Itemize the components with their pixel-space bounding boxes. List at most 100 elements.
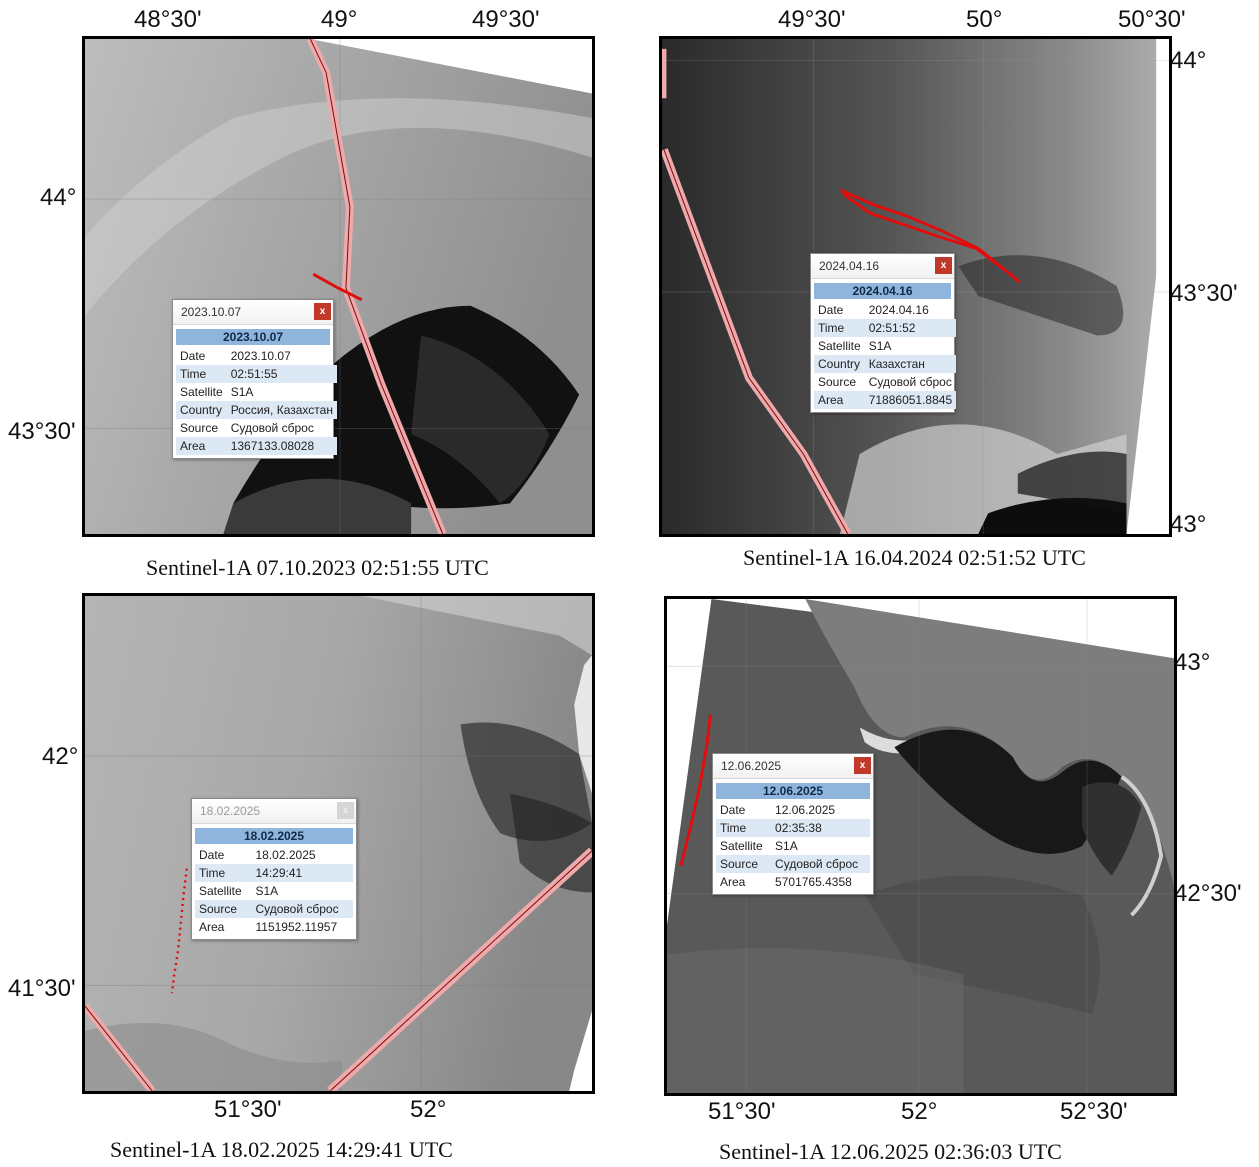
lon-label: 52°: [410, 1098, 446, 1122]
field-value: 02:51:52: [865, 319, 956, 337]
table-row: Area 1367133.08028: [176, 437, 337, 455]
table-row: Time 02:51:52: [814, 319, 956, 337]
table-row: Country Россия, Казахстан: [176, 401, 337, 419]
popup-title: 2024.04.16: [819, 259, 879, 273]
info-popup[interactable]: 18.02.2025 x 18.02.2025 Date 18.02.2025 T…: [191, 798, 357, 940]
field-value: 02:35:38: [771, 819, 870, 837]
popup-header: 12.06.2025: [716, 783, 870, 799]
attribute-table: Date 2023.10.07 Time 02:51:55 Satellite S1A…: [176, 347, 337, 455]
close-button[interactable]: x: [337, 802, 354, 819]
field-key: Area: [176, 437, 227, 455]
table-row: Source Судовой сброс: [716, 855, 870, 873]
table-row: Date 2024.04.16: [814, 301, 956, 319]
info-popup[interactable]: 12.06.2025 x 12.06.2025 Date 12.06.2025 T…: [712, 753, 874, 895]
field-value: 14:29:41: [251, 864, 353, 882]
table-row: Satellite S1A: [814, 337, 956, 355]
popup-title: 12.06.2025: [721, 759, 781, 773]
field-value: 71886051.8845: [865, 391, 956, 409]
image-caption: Sentinel-1A 07.10.2023 02:51:55 UTC: [146, 555, 489, 581]
field-key: Satellite: [176, 383, 227, 401]
sar-image[interactable]: 12.06.2025 x 12.06.2025 Date 12.06.2025 T…: [664, 596, 1177, 1096]
lat-label: 43°30': [1170, 282, 1238, 306]
field-key: Source: [195, 900, 251, 918]
table-row: Country Казахстан: [814, 355, 956, 373]
attribute-table: Date 2024.04.16 Time 02:51:52 Satellite S1A…: [814, 301, 956, 409]
lon-label: 51°30': [214, 1098, 282, 1122]
lat-label: 44°: [40, 186, 76, 210]
lat-label: 42°30': [1174, 882, 1242, 906]
lat-label: 43°30': [8, 420, 76, 444]
field-value: Судовой сброс: [865, 373, 956, 391]
image-caption: Sentinel-1A 16.04.2024 02:51:52 UTC: [743, 545, 1086, 571]
sar-image[interactable]: 2023.10.07 x 2023.10.07 Date 2023.10.07 T…: [82, 36, 595, 537]
table-row: Source Судовой сброс: [195, 900, 353, 918]
field-value: 18.02.2025: [251, 846, 353, 864]
popup-header: 2023.10.07: [176, 329, 330, 345]
popup-header: 2024.04.16: [814, 283, 951, 299]
popup-title: 18.02.2025: [200, 804, 260, 818]
table-row: Satellite S1A: [176, 383, 337, 401]
field-value: Судовой сброс: [251, 900, 353, 918]
sar-image[interactable]: 2024.04.16 x 2024.04.16 Date 2024.04.16 T…: [659, 36, 1172, 537]
field-value: 12.06.2025: [771, 801, 870, 819]
close-button[interactable]: x: [854, 757, 871, 774]
field-value: Россия, Казахстан: [227, 401, 337, 419]
field-value: S1A: [251, 882, 353, 900]
info-popup[interactable]: 2024.04.16 x 2024.04.16 Date 2024.04.16 T…: [810, 253, 955, 413]
field-key: Time: [814, 319, 865, 337]
field-value: 5701765.4358: [771, 873, 870, 891]
field-key: Source: [716, 855, 771, 873]
lat-label: 43°: [1170, 513, 1206, 537]
field-key: Time: [195, 864, 251, 882]
sar-image[interactable]: 18.02.2025 x 18.02.2025 Date 18.02.2025 T…: [82, 593, 595, 1094]
table-row: Satellite S1A: [195, 882, 353, 900]
close-button[interactable]: x: [314, 303, 331, 320]
table-row: Time 14:29:41: [195, 864, 353, 882]
lon-label: 49°30': [472, 8, 540, 32]
field-key: Source: [814, 373, 865, 391]
field-value: 2023.10.07: [227, 347, 337, 365]
close-button[interactable]: x: [935, 257, 952, 274]
field-key: Time: [716, 819, 771, 837]
field-key: Country: [176, 401, 227, 419]
lat-label: 41°30': [8, 977, 76, 1001]
table-row: Date 12.06.2025: [716, 801, 870, 819]
field-value: S1A: [865, 337, 956, 355]
image-caption: Sentinel-1A 18.02.2025 14:29:41 UTC: [110, 1137, 453, 1163]
lon-label: 49°30': [778, 8, 846, 32]
field-key: Satellite: [716, 837, 771, 855]
lon-label: 50°30': [1118, 8, 1186, 32]
lon-label: 52°30': [1060, 1100, 1128, 1124]
lon-label: 51°30': [708, 1100, 776, 1124]
field-value: S1A: [227, 383, 337, 401]
popup-titlebar: 2023.10.07 x: [173, 300, 333, 325]
attribute-table: Date 18.02.2025 Time 14:29:41 Satellite S1A…: [195, 846, 353, 936]
field-key: Country: [814, 355, 865, 373]
field-value: Судовой сброс: [771, 855, 870, 873]
info-popup[interactable]: 2023.10.07 x 2023.10.07 Date 2023.10.07 T…: [172, 299, 334, 459]
field-key: Date: [176, 347, 227, 365]
field-value: Судовой сброс: [227, 419, 337, 437]
field-key: Source: [176, 419, 227, 437]
field-key: Area: [195, 918, 251, 936]
field-value: 1151952.11957: [251, 918, 353, 936]
field-key: Area: [814, 391, 865, 409]
popup-titlebar: 18.02.2025 x: [192, 799, 356, 824]
table-row: Area 71886051.8845: [814, 391, 956, 409]
lat-label: 44°: [1170, 49, 1206, 73]
popup-titlebar: 2024.04.16 x: [811, 254, 954, 279]
lon-label: 49°: [321, 8, 357, 32]
lon-label: 50°: [966, 8, 1002, 32]
table-row: Source Судовой сброс: [176, 419, 337, 437]
lon-label: 52°: [901, 1100, 937, 1124]
field-key: Date: [814, 301, 865, 319]
attribute-table: Date 12.06.2025 Time 02:35:38 Satellite S1A…: [716, 801, 870, 891]
field-key: Satellite: [814, 337, 865, 355]
field-key: Date: [716, 801, 771, 819]
popup-titlebar: 12.06.2025 x: [713, 754, 873, 779]
table-row: Time 02:51:55: [176, 365, 337, 383]
field-value: S1A: [771, 837, 870, 855]
popup-header: 18.02.2025: [195, 828, 353, 844]
field-key: Area: [716, 873, 771, 891]
table-row: Date 2023.10.07: [176, 347, 337, 365]
